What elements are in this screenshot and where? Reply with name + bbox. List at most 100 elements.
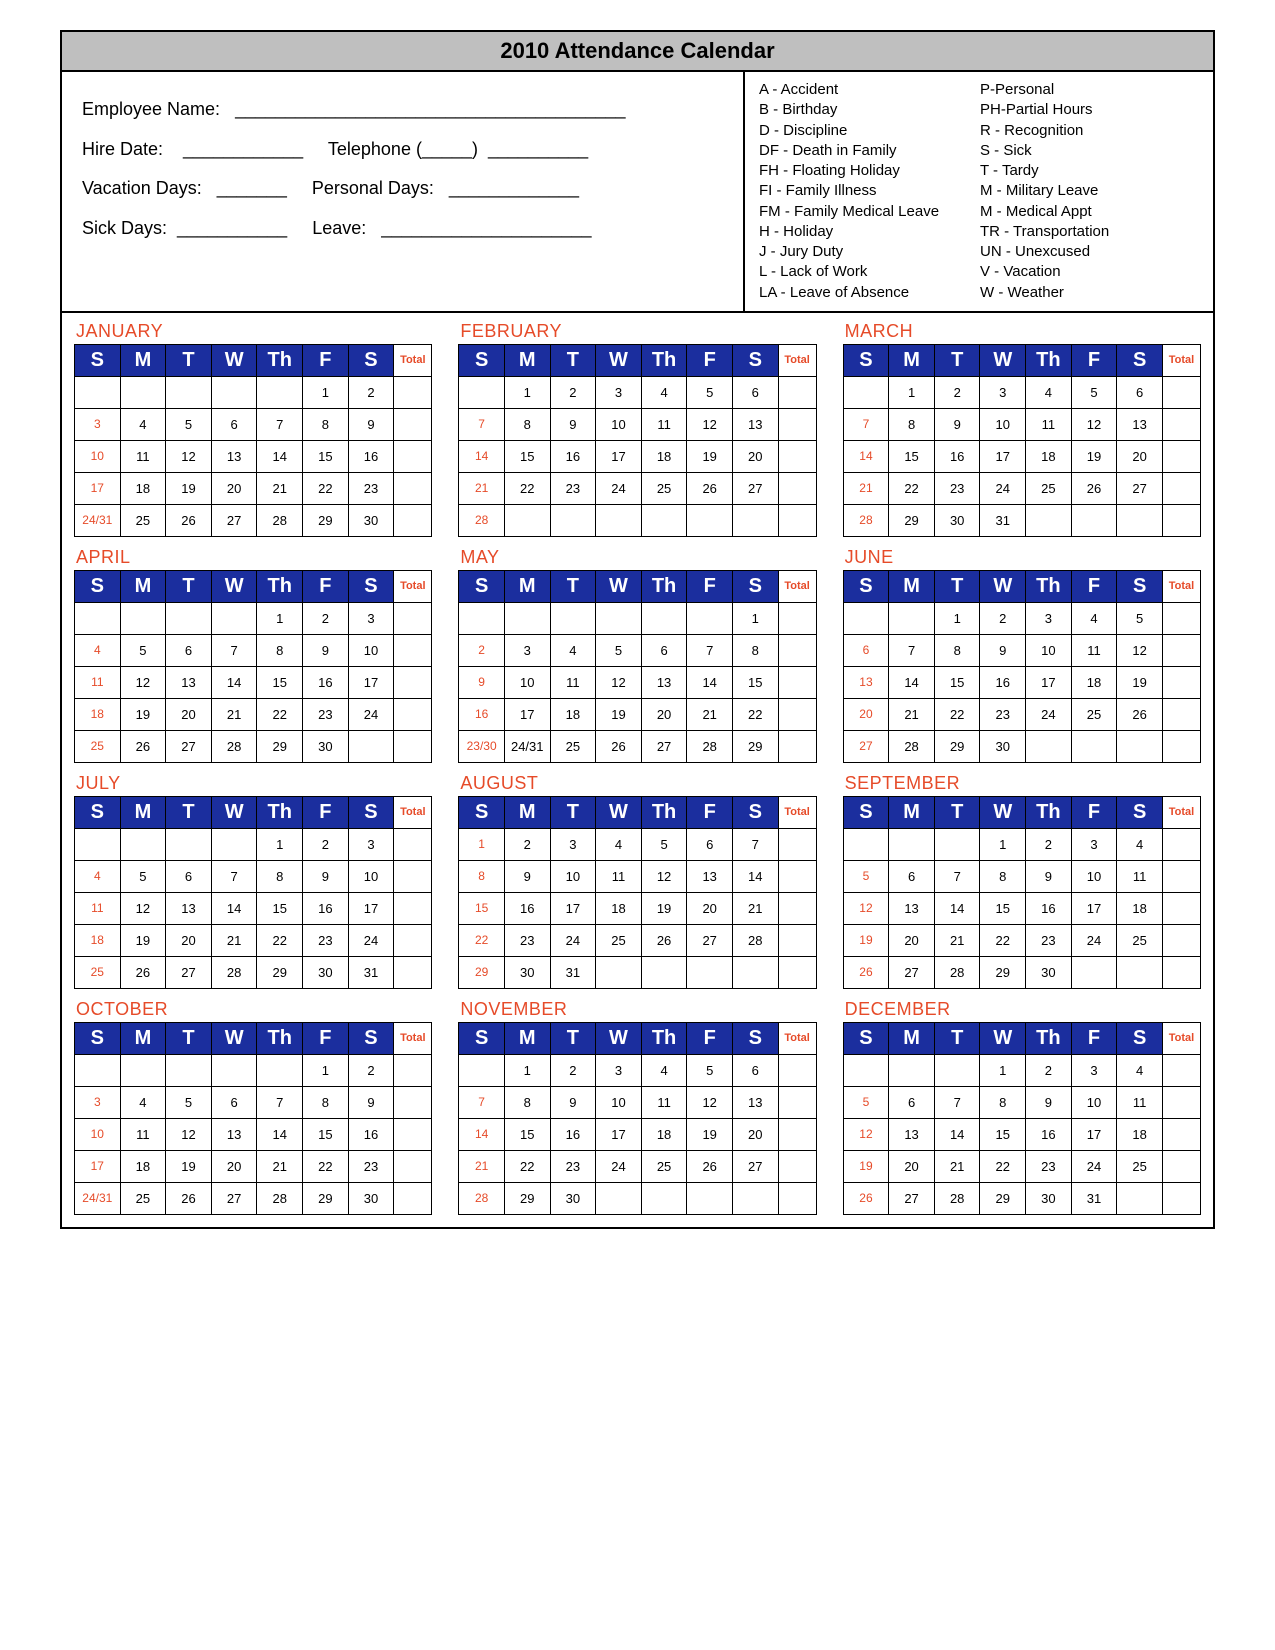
total-cell[interactable] <box>778 440 816 472</box>
day-cell[interactable]: 12 <box>687 408 733 440</box>
day-cell[interactable]: 3 <box>1026 602 1072 634</box>
day-cell[interactable]: 31 <box>980 504 1026 536</box>
total-cell[interactable] <box>394 376 432 408</box>
day-cell[interactable]: 22 <box>459 924 505 956</box>
day-cell[interactable]: 18 <box>641 1118 687 1150</box>
total-cell[interactable] <box>778 408 816 440</box>
total-cell[interactable] <box>778 924 816 956</box>
day-cell[interactable]: 24/31 <box>75 504 121 536</box>
day-cell[interactable]: 3 <box>504 634 550 666</box>
day-cell[interactable]: 6 <box>843 634 889 666</box>
total-cell[interactable] <box>1162 666 1200 698</box>
day-cell[interactable]: 11 <box>1117 1086 1163 1118</box>
day-cell[interactable]: 14 <box>934 892 980 924</box>
day-cell[interactable]: 13 <box>1117 408 1163 440</box>
day-cell[interactable]: 10 <box>348 634 394 666</box>
total-cell[interactable] <box>394 698 432 730</box>
day-cell[interactable]: 27 <box>889 956 935 988</box>
day-cell[interactable]: 25 <box>1071 698 1117 730</box>
day-cell[interactable] <box>1117 504 1163 536</box>
day-cell[interactable]: 27 <box>1117 472 1163 504</box>
day-cell[interactable]: 16 <box>504 892 550 924</box>
day-cell[interactable]: 22 <box>303 1150 349 1182</box>
day-cell[interactable] <box>1071 504 1117 536</box>
total-cell[interactable] <box>778 376 816 408</box>
total-cell[interactable] <box>1162 1054 1200 1086</box>
day-cell[interactable]: 17 <box>1071 1118 1117 1150</box>
day-cell[interactable]: 7 <box>257 408 303 440</box>
day-cell[interactable] <box>1117 956 1163 988</box>
day-cell[interactable]: 5 <box>843 860 889 892</box>
vac-line[interactable]: _______ <box>217 178 287 198</box>
day-cell[interactable]: 7 <box>934 860 980 892</box>
day-cell[interactable]: 1 <box>889 376 935 408</box>
day-cell[interactable] <box>348 730 394 762</box>
day-cell[interactable]: 12 <box>596 666 642 698</box>
day-cell[interactable]: 12 <box>641 860 687 892</box>
day-cell[interactable]: 11 <box>1117 860 1163 892</box>
day-cell[interactable]: 29 <box>934 730 980 762</box>
total-cell[interactable] <box>394 1182 432 1214</box>
day-cell[interactable]: 11 <box>75 892 121 924</box>
day-cell[interactable]: 26 <box>641 924 687 956</box>
total-cell[interactable] <box>778 1086 816 1118</box>
total-cell[interactable] <box>778 698 816 730</box>
day-cell[interactable] <box>641 602 687 634</box>
day-cell[interactable]: 8 <box>504 1086 550 1118</box>
day-cell[interactable]: 29 <box>732 730 778 762</box>
day-cell[interactable]: 13 <box>889 892 935 924</box>
day-cell[interactable]: 26 <box>166 1182 212 1214</box>
day-cell[interactable] <box>687 602 733 634</box>
day-cell[interactable]: 19 <box>166 472 212 504</box>
total-cell[interactable] <box>778 666 816 698</box>
day-cell[interactable]: 15 <box>504 1118 550 1150</box>
day-cell[interactable]: 2 <box>1026 1054 1072 1086</box>
day-cell[interactable]: 11 <box>1071 634 1117 666</box>
day-cell[interactable]: 14 <box>459 1118 505 1150</box>
total-cell[interactable] <box>394 1118 432 1150</box>
total-cell[interactable] <box>1162 634 1200 666</box>
day-cell[interactable]: 4 <box>75 634 121 666</box>
day-cell[interactable]: 19 <box>843 1150 889 1182</box>
day-cell[interactable]: 4 <box>1026 376 1072 408</box>
day-cell[interactable]: 15 <box>459 892 505 924</box>
day-cell[interactable]: 24 <box>550 924 596 956</box>
day-cell[interactable]: 12 <box>120 892 166 924</box>
day-cell[interactable] <box>550 602 596 634</box>
day-cell[interactable]: 9 <box>550 408 596 440</box>
day-cell[interactable]: 19 <box>641 892 687 924</box>
day-cell[interactable]: 13 <box>166 666 212 698</box>
day-cell[interactable]: 26 <box>687 472 733 504</box>
day-cell[interactable]: 1 <box>303 376 349 408</box>
total-cell[interactable] <box>1162 472 1200 504</box>
day-cell[interactable]: 1 <box>303 1054 349 1086</box>
day-cell[interactable] <box>596 956 642 988</box>
day-cell[interactable]: 10 <box>1026 634 1072 666</box>
day-cell[interactable]: 5 <box>687 376 733 408</box>
day-cell[interactable] <box>504 504 550 536</box>
day-cell[interactable]: 11 <box>120 1118 166 1150</box>
day-cell[interactable]: 17 <box>550 892 596 924</box>
day-cell[interactable]: 22 <box>889 472 935 504</box>
day-cell[interactable] <box>889 828 935 860</box>
day-cell[interactable]: 20 <box>166 924 212 956</box>
day-cell[interactable]: 24 <box>1071 924 1117 956</box>
day-cell[interactable]: 20 <box>211 472 257 504</box>
day-cell[interactable]: 20 <box>732 440 778 472</box>
total-cell[interactable] <box>394 666 432 698</box>
day-cell[interactable]: 5 <box>687 1054 733 1086</box>
day-cell[interactable]: 22 <box>980 1150 1026 1182</box>
day-cell[interactable]: 29 <box>980 1182 1026 1214</box>
day-cell[interactable]: 16 <box>934 440 980 472</box>
day-cell[interactable]: 24 <box>348 698 394 730</box>
day-cell[interactable]: 6 <box>889 1086 935 1118</box>
day-cell[interactable]: 19 <box>843 924 889 956</box>
day-cell[interactable]: 25 <box>120 1182 166 1214</box>
day-cell[interactable]: 28 <box>257 1182 303 1214</box>
day-cell[interactable] <box>843 376 889 408</box>
day-cell[interactable]: 31 <box>348 956 394 988</box>
day-cell[interactable]: 11 <box>1026 408 1072 440</box>
pers-line[interactable]: _____________ <box>449 178 579 198</box>
total-cell[interactable] <box>1162 892 1200 924</box>
day-cell[interactable]: 13 <box>687 860 733 892</box>
